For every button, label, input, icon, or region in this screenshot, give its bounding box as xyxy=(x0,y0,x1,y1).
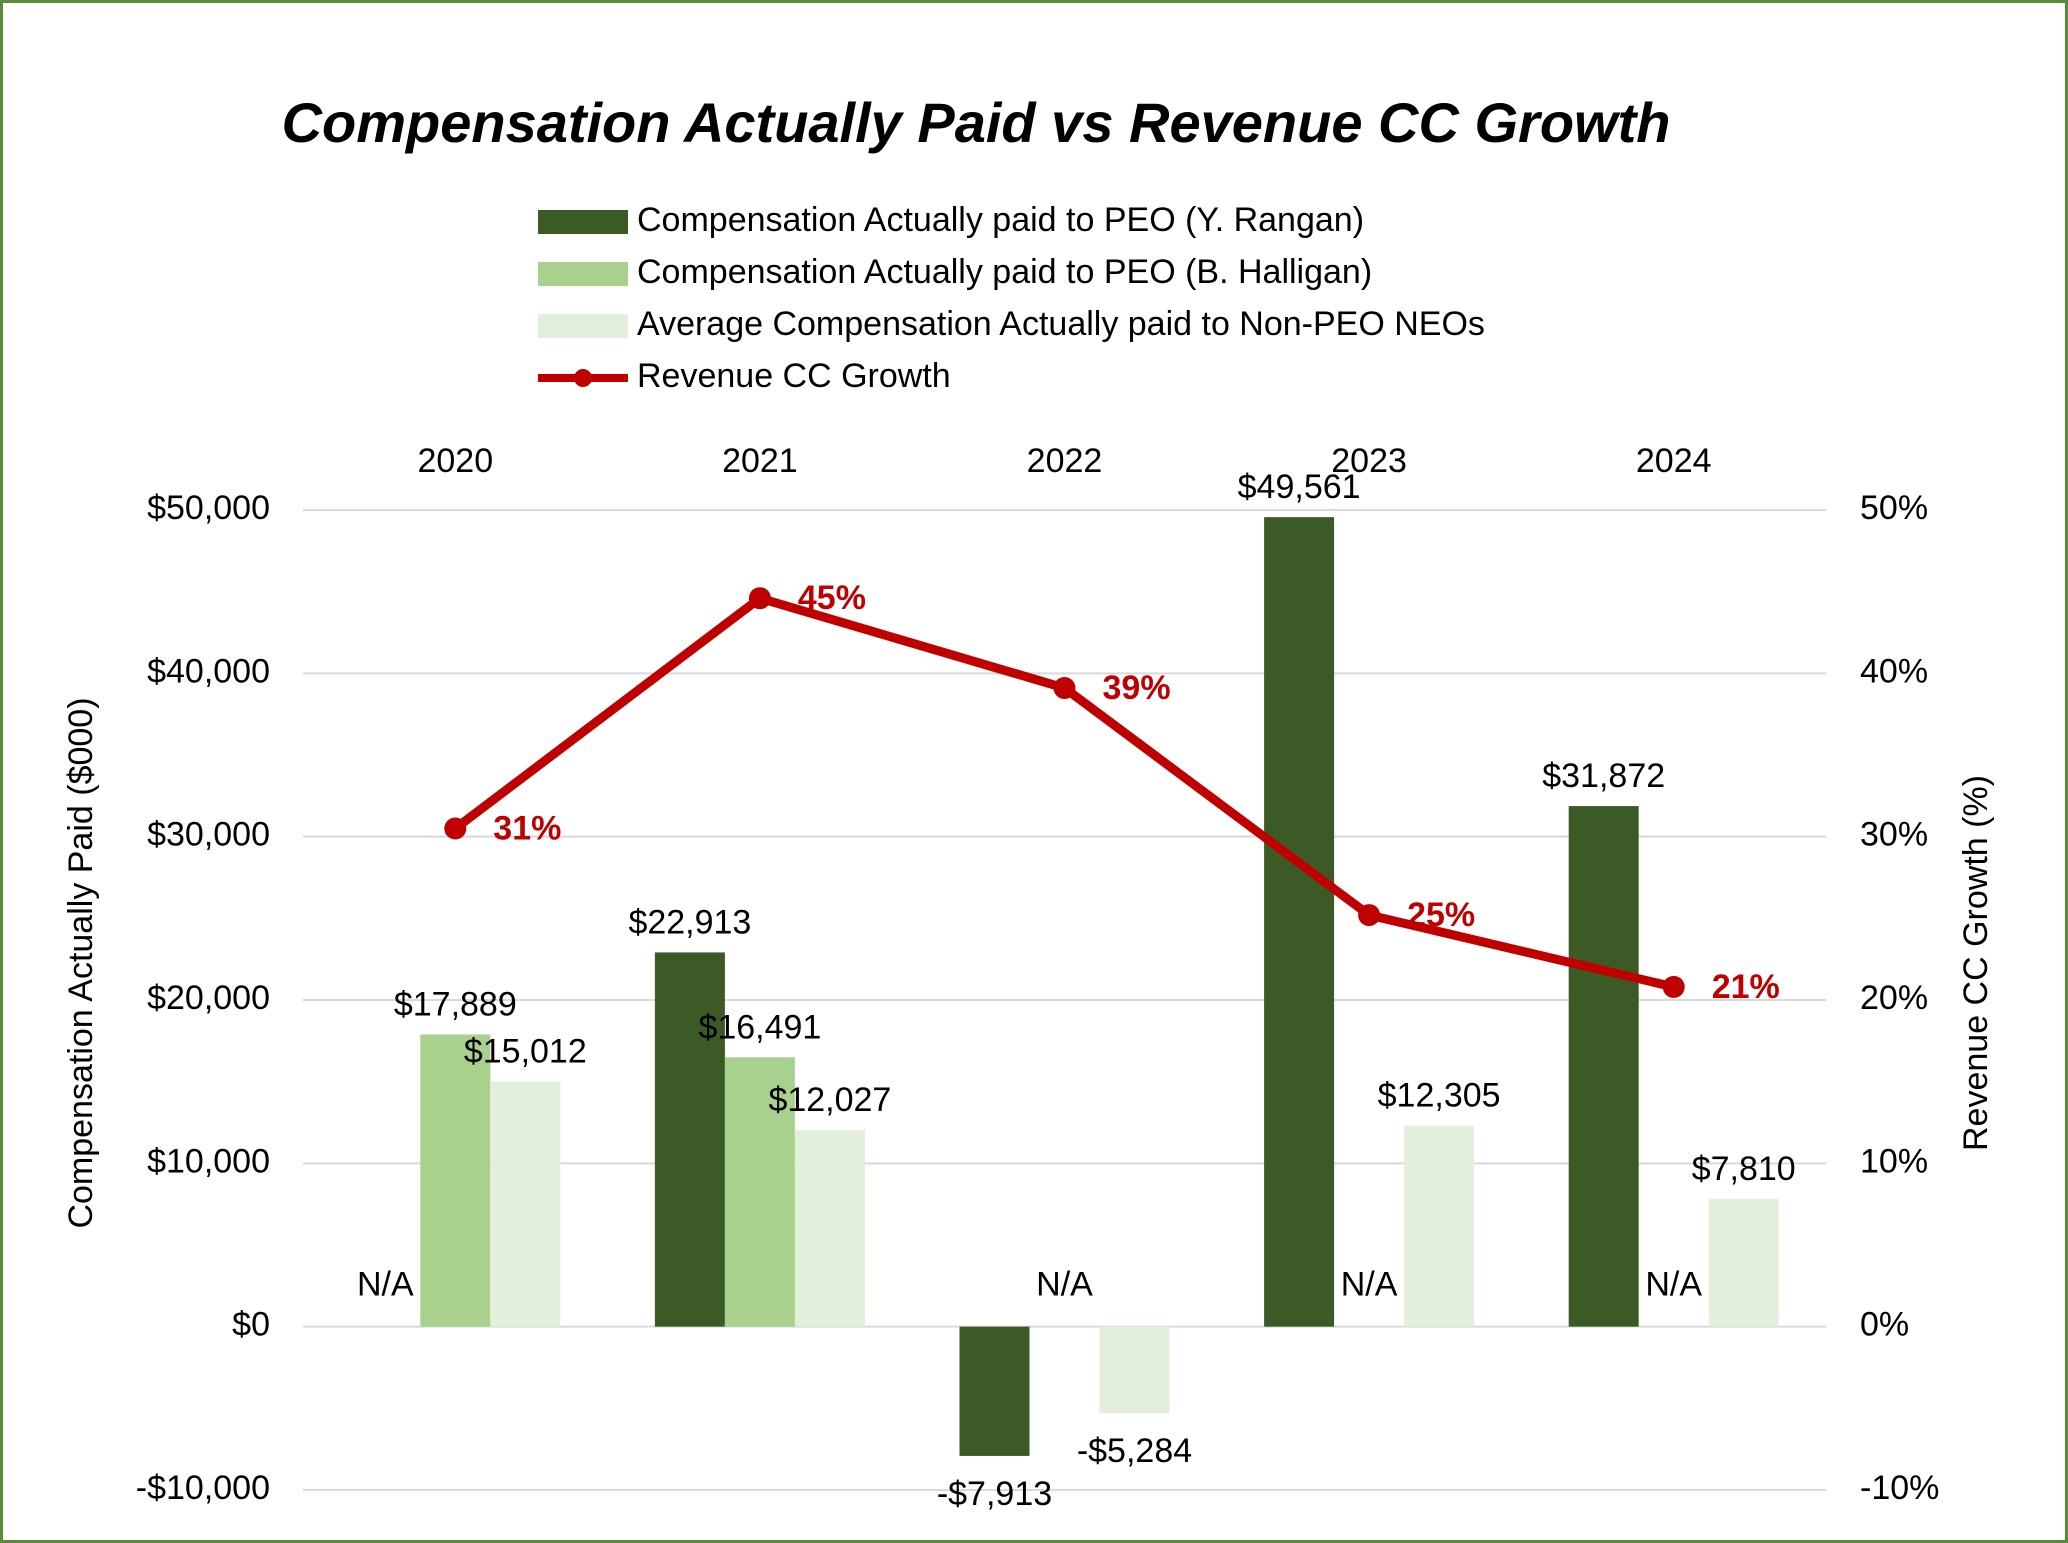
bar-value-label: $12,305 xyxy=(1378,1077,1501,1115)
bar xyxy=(959,1326,1030,1456)
chart-title: Compensation Actually Paid vs Revenue CC… xyxy=(282,91,1671,154)
legend-label: Compensation Actually paid to PEO (B. Ha… xyxy=(637,253,1372,291)
na-label: N/A xyxy=(357,1266,414,1304)
bar xyxy=(420,1034,491,1327)
line-marker xyxy=(1358,904,1381,927)
na-label: N/A xyxy=(1645,1266,1702,1304)
x-tick-label: 2022 xyxy=(1027,442,1103,480)
legend-label: Average Compensation Actually paid to No… xyxy=(637,305,1485,343)
bar xyxy=(724,1057,795,1327)
bar xyxy=(1568,806,1639,1327)
bar-value-label: $16,491 xyxy=(698,1008,821,1046)
y2-tick-label: 30% xyxy=(1860,816,1928,854)
line-value-label: 39% xyxy=(1103,669,1171,707)
y2-tick-label: 0% xyxy=(1860,1306,1909,1344)
bar-value-label: $49,561 xyxy=(1238,468,1361,506)
bar xyxy=(1708,1199,1779,1327)
legend-label: Compensation Actually paid to PEO (Y. Ra… xyxy=(637,201,1364,239)
bar xyxy=(1099,1326,1170,1413)
y-tick-label: $50,000 xyxy=(147,489,270,527)
na-label: N/A xyxy=(1036,1266,1093,1304)
y2-tick-label: 40% xyxy=(1860,652,1928,690)
y-tick-label: $10,000 xyxy=(147,1142,270,1180)
y-tick-label: $30,000 xyxy=(147,816,270,854)
line-marker xyxy=(1662,975,1685,998)
y-tick-label: -$10,000 xyxy=(136,1469,270,1507)
bar xyxy=(794,1130,865,1327)
bar xyxy=(490,1081,561,1327)
legend-swatch xyxy=(538,314,628,338)
bar xyxy=(1404,1125,1475,1327)
x-tick-label: 2023 xyxy=(1331,442,1407,480)
y2-tick-label: 10% xyxy=(1860,1142,1928,1180)
bar-value-label: -$7,913 xyxy=(937,1475,1052,1513)
line-value-label: 31% xyxy=(493,809,561,847)
y-tick-label: $20,000 xyxy=(147,979,270,1017)
legend-label: Revenue CC Growth xyxy=(637,357,951,395)
bar-value-label: $7,810 xyxy=(1692,1150,1796,1188)
line-marker xyxy=(748,587,771,610)
y-tick-label: $40,000 xyxy=(147,652,270,690)
line-value-label: 21% xyxy=(1712,968,1780,1006)
legend-swatch xyxy=(538,262,628,286)
y2-tick-label: 20% xyxy=(1860,979,1928,1017)
y2-tick-label: -10% xyxy=(1860,1469,1939,1507)
line-marker xyxy=(1053,677,1076,700)
y2-axis-label: Revenue CC Growth (%) xyxy=(1957,775,1995,1151)
bar-value-label: $12,027 xyxy=(768,1081,891,1119)
y-tick-label: $0 xyxy=(232,1306,270,1344)
bar-value-label: -$5,284 xyxy=(1077,1432,1192,1470)
legend-swatch-marker xyxy=(574,369,592,387)
y-axis-label: Compensation Actually Paid ($000) xyxy=(62,697,100,1228)
bar-value-label: $17,889 xyxy=(394,985,517,1023)
bar-value-label: $15,012 xyxy=(464,1032,587,1070)
bar xyxy=(654,952,725,1327)
x-tick-label: 2020 xyxy=(417,442,493,480)
legend-swatch xyxy=(538,210,628,234)
x-tick-label: 2021 xyxy=(722,442,798,480)
line-value-label: 45% xyxy=(798,579,866,617)
bar-value-label: $22,913 xyxy=(628,903,751,941)
line-value-label: 25% xyxy=(1407,896,1475,934)
bar xyxy=(1264,517,1335,1327)
na-label: N/A xyxy=(1341,1266,1398,1304)
bar-value-label: $31,872 xyxy=(1542,757,1665,795)
line-marker xyxy=(444,817,467,840)
x-tick-label: 2024 xyxy=(1636,442,1712,480)
y2-tick-label: 50% xyxy=(1860,489,1928,527)
